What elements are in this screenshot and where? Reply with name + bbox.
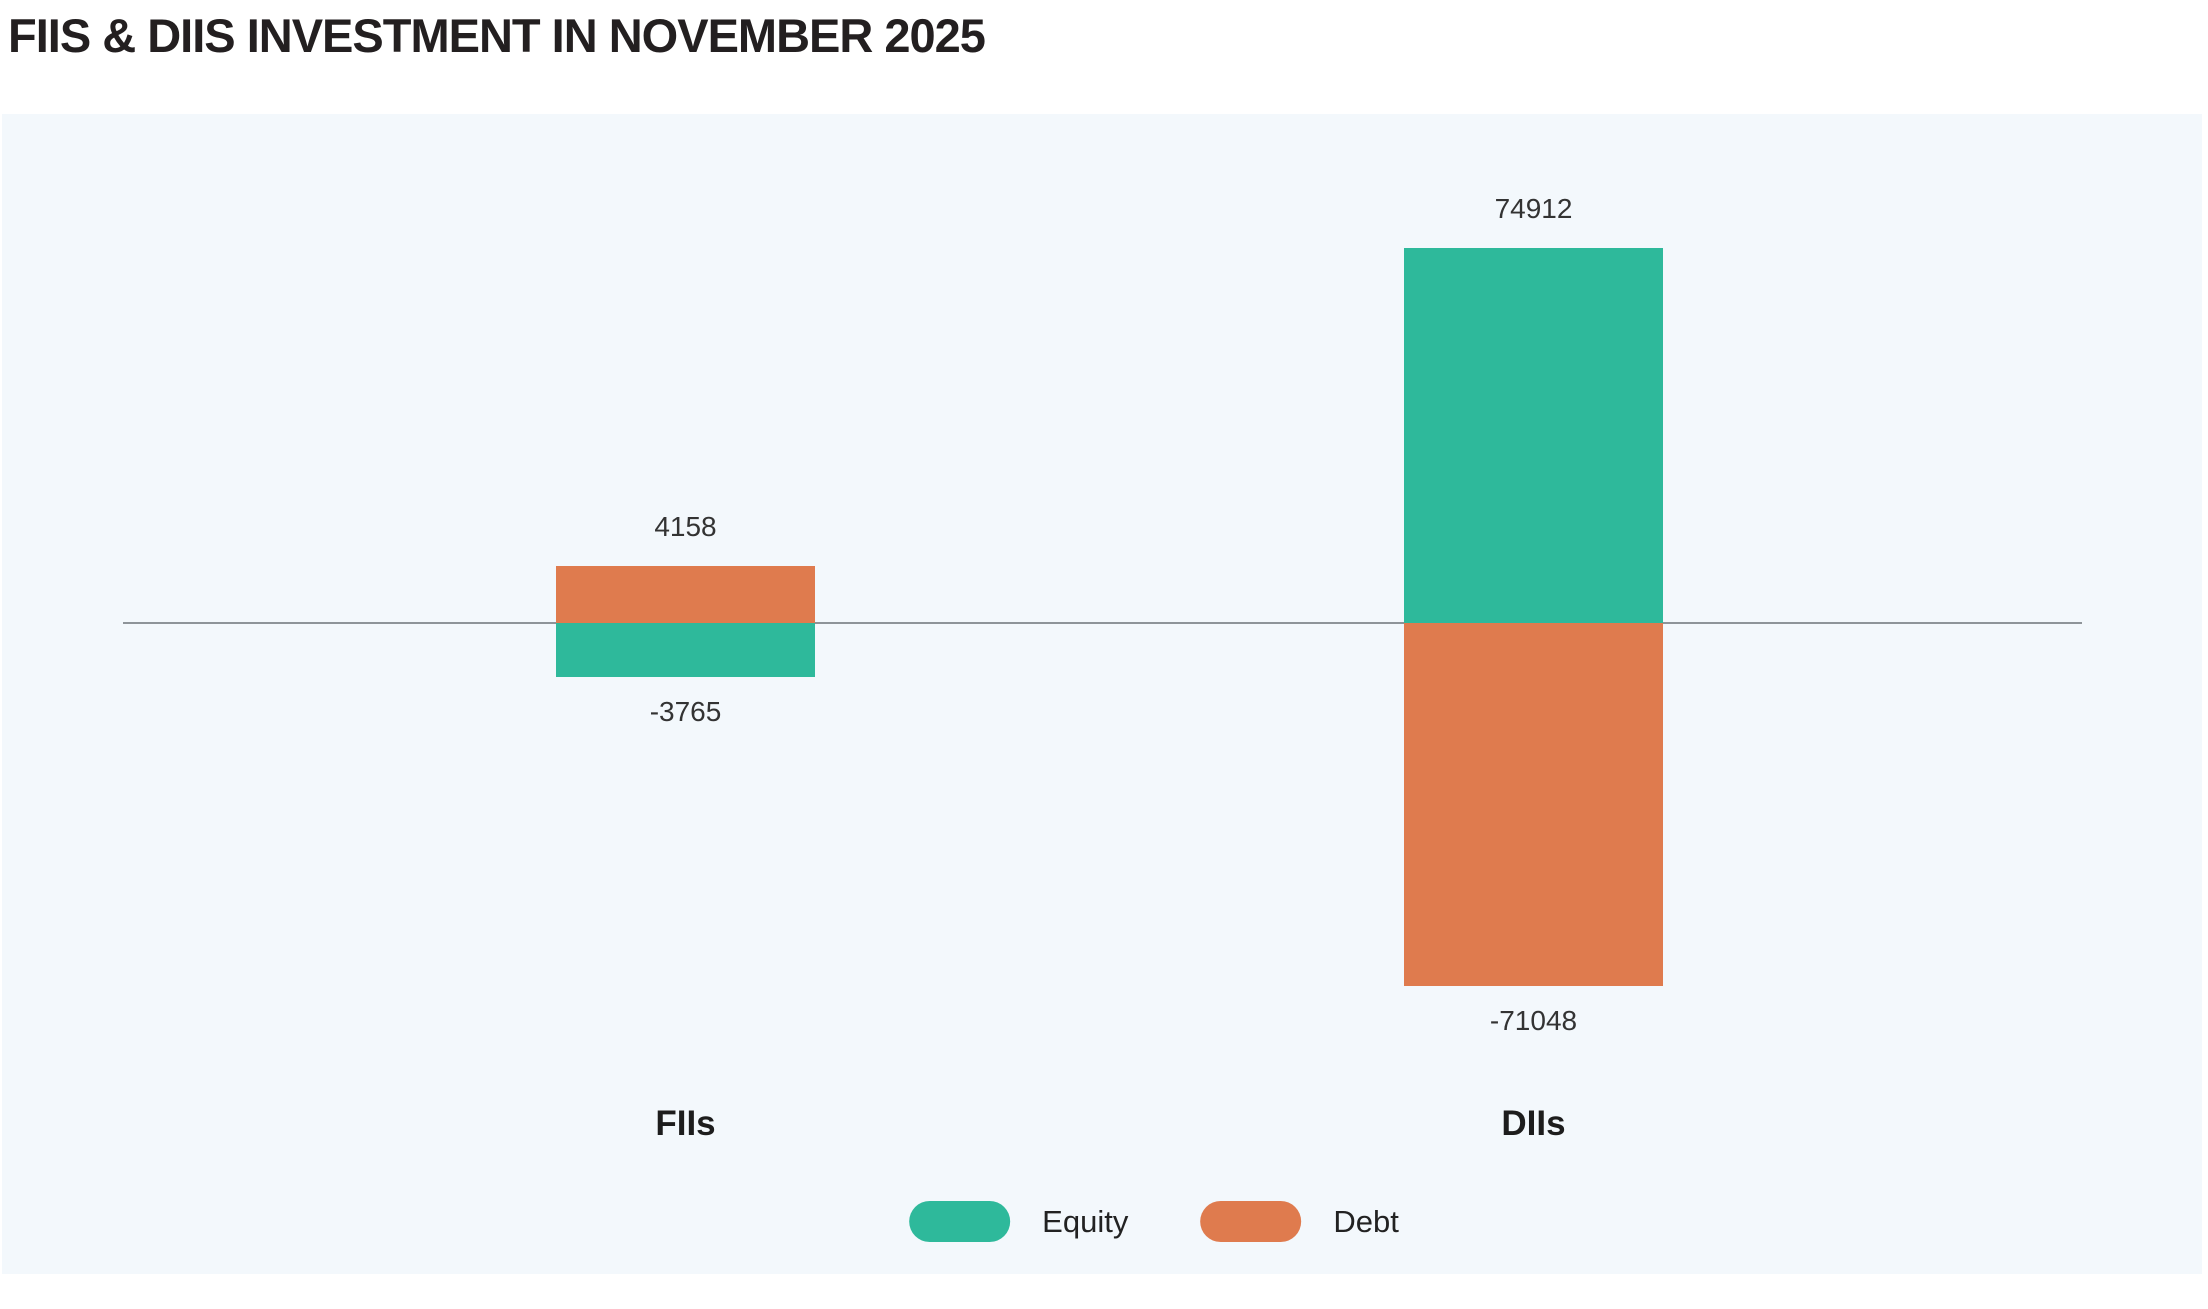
category-label-fiis: FIIs (655, 1104, 716, 1143)
legend-label-debt: Debt (1333, 1204, 1399, 1239)
bar-diis-debt[interactable] (1404, 623, 1663, 986)
chart-title: FIIS & DIIS INVESTMENT IN NOVEMBER 2025 (8, 9, 986, 62)
legend-label-equity: Equity (1042, 1204, 1129, 1239)
legend-item-debt[interactable]: Debt (1200, 1201, 1399, 1242)
bar-diis-equity[interactable] (1404, 247, 1663, 623)
legend-item-equity[interactable]: Equity (909, 1201, 1128, 1242)
chart-legend: Equity Debt (909, 1201, 1399, 1242)
bar-fiis-equity[interactable] (556, 623, 815, 677)
bar-fiis-debt[interactable] (556, 565, 815, 623)
equity-swatch-icon (909, 1201, 1011, 1242)
chart-panel: Equity Debt -3765 74912 4158 -71048 FIIs DIIs (2, 114, 2202, 1274)
bar-value-label: -71048 (1489, 1004, 1578, 1036)
bar-value-label: 4158 (654, 510, 717, 542)
debt-swatch-icon (1200, 1201, 1302, 1242)
bar-value-label: 74912 (1494, 192, 1573, 224)
bar-value-label: -3765 (649, 695, 722, 727)
category-label-diis: DIIs (1501, 1104, 1566, 1143)
zero-axis-line (123, 622, 2082, 624)
